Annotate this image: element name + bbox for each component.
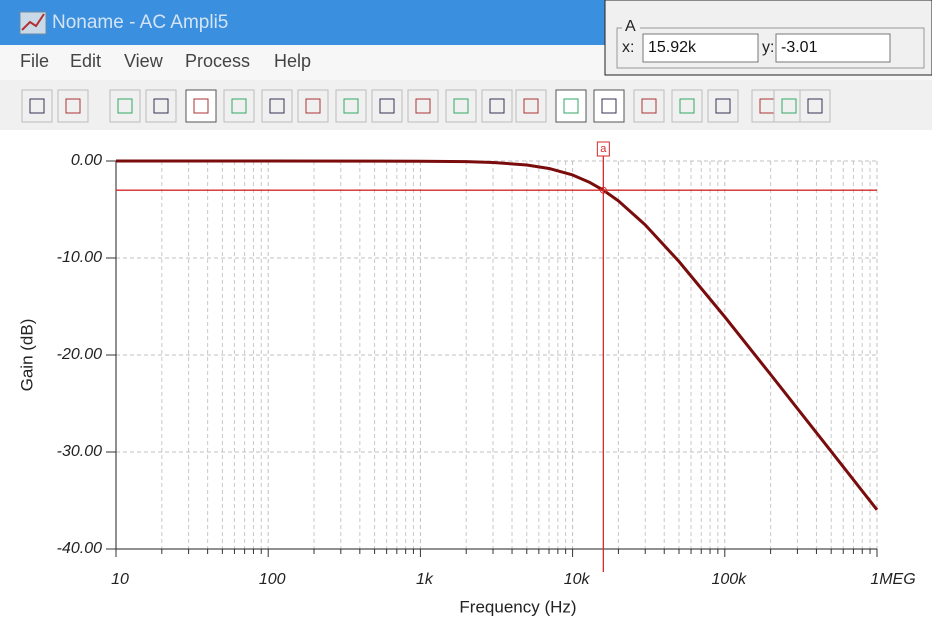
button-glyph (415, 98, 431, 114)
button-glyph (641, 98, 657, 114)
cursor-y-value: -3.01 (781, 39, 818, 56)
y-tick-label: -40.00 (57, 540, 102, 557)
toolbar-button[interactable] (407, 89, 439, 123)
menu-item[interactable]: File (20, 51, 49, 71)
button-glyph (563, 98, 579, 114)
x-tick-label: 1MEG (870, 571, 915, 588)
button-face (799, 89, 831, 123)
toolbar-button[interactable] (371, 89, 403, 123)
button-glyph (65, 98, 81, 114)
x-tick-label: 10k (564, 571, 591, 588)
menu-item[interactable]: Process (185, 51, 250, 71)
toolbar-button[interactable] (21, 89, 53, 123)
toolbar-button[interactable] (445, 89, 477, 123)
toolbar-button[interactable] (773, 89, 805, 123)
cursor-x-label: x: (622, 39, 634, 56)
button-glyph (379, 98, 395, 114)
button-glyph (679, 98, 695, 114)
button-face (109, 89, 141, 123)
menu-item[interactable]: Edit (70, 51, 101, 71)
y-tick-label: -10.00 (57, 249, 102, 266)
button-face (593, 89, 625, 123)
toolbar-button[interactable] (335, 89, 367, 123)
toolbar-button[interactable] (707, 89, 739, 123)
toolbar-button[interactable] (223, 89, 255, 123)
y-axis-title: Gain (dB) (17, 319, 36, 392)
cursor-marker-label: a (600, 143, 607, 155)
toolbar-button[interactable] (555, 89, 587, 123)
button-face (371, 89, 403, 123)
x-tick-label: 100 (259, 571, 286, 588)
button-glyph (601, 98, 617, 114)
button-glyph (269, 98, 285, 114)
button-face (145, 89, 177, 123)
cursor-marker (596, 141, 610, 157)
button-face (707, 89, 739, 123)
toolbar-button[interactable] (297, 89, 329, 123)
button-glyph (343, 98, 359, 114)
cursor-y-label: y: (762, 39, 774, 56)
x-tick-label: 100k (711, 571, 747, 588)
cursor-point (599, 186, 607, 194)
cursor-x-value: 15.92k (648, 39, 697, 56)
button-glyph (117, 98, 133, 114)
toolbar-button[interactable] (633, 89, 665, 123)
gain-curve (116, 159, 879, 511)
window-title: Noname - AC Ampli5 (52, 12, 228, 33)
cursor-box-frame (616, 27, 925, 69)
button-glyph (453, 98, 469, 114)
button-face (407, 89, 439, 123)
menu-item[interactable]: View (124, 51, 164, 71)
plot: 10 100 1k 10k 100k 1MEG 0.00 -10.00 -20.00 -30.00… (57, 141, 916, 588)
button-glyph (29, 98, 45, 114)
button-face (57, 89, 89, 123)
button-face (773, 89, 805, 123)
button-face (515, 89, 547, 123)
toolbar-button[interactable] (593, 89, 625, 123)
toolbar-button[interactable] (109, 89, 141, 123)
app-icon-glyph (21, 13, 45, 31)
button-glyph (523, 98, 539, 114)
y-tick-label: -30.00 (57, 443, 102, 460)
button-glyph (781, 98, 797, 114)
toolbar-button[interactable] (481, 89, 513, 123)
button-face (633, 89, 665, 123)
toolbar-button[interactable] (185, 89, 217, 123)
menu-item[interactable]: Help (274, 51, 311, 71)
button-glyph (193, 98, 209, 114)
cursor-box-title: A (625, 18, 636, 35)
button-glyph (153, 98, 169, 114)
cursor-x-field[interactable] (642, 33, 759, 63)
button-face (297, 89, 329, 123)
toolbar-button[interactable] (57, 89, 89, 123)
button-face (445, 89, 477, 123)
button-face (335, 89, 367, 123)
button-face (481, 89, 513, 123)
button-glyph (807, 98, 823, 114)
toolbar-button[interactable] (799, 89, 831, 123)
button-glyph (489, 98, 505, 114)
x-tick-label: 10 (111, 571, 129, 588)
button-glyph (231, 98, 247, 114)
y-tick-label: -20.00 (57, 346, 102, 363)
toolbar-button[interactable] (261, 89, 293, 123)
x-axis-title: Frequency (Hz) (459, 597, 576, 616)
y-tick-label: 0.00 (71, 152, 102, 169)
toolbar-button[interactable] (671, 89, 703, 123)
button-face (223, 89, 255, 123)
button-face (185, 89, 217, 123)
button-glyph (305, 98, 321, 114)
button-face (261, 89, 293, 123)
toolbar-button[interactable] (515, 89, 547, 123)
button-glyph (715, 98, 731, 114)
button-face (671, 89, 703, 123)
x-tick-label: 1k (416, 571, 434, 588)
cursor-y-field[interactable] (775, 33, 891, 63)
toolbar-buttons (21, 89, 831, 123)
button-face (555, 89, 587, 123)
button-face (21, 89, 53, 123)
toolbar-button[interactable] (145, 89, 177, 123)
